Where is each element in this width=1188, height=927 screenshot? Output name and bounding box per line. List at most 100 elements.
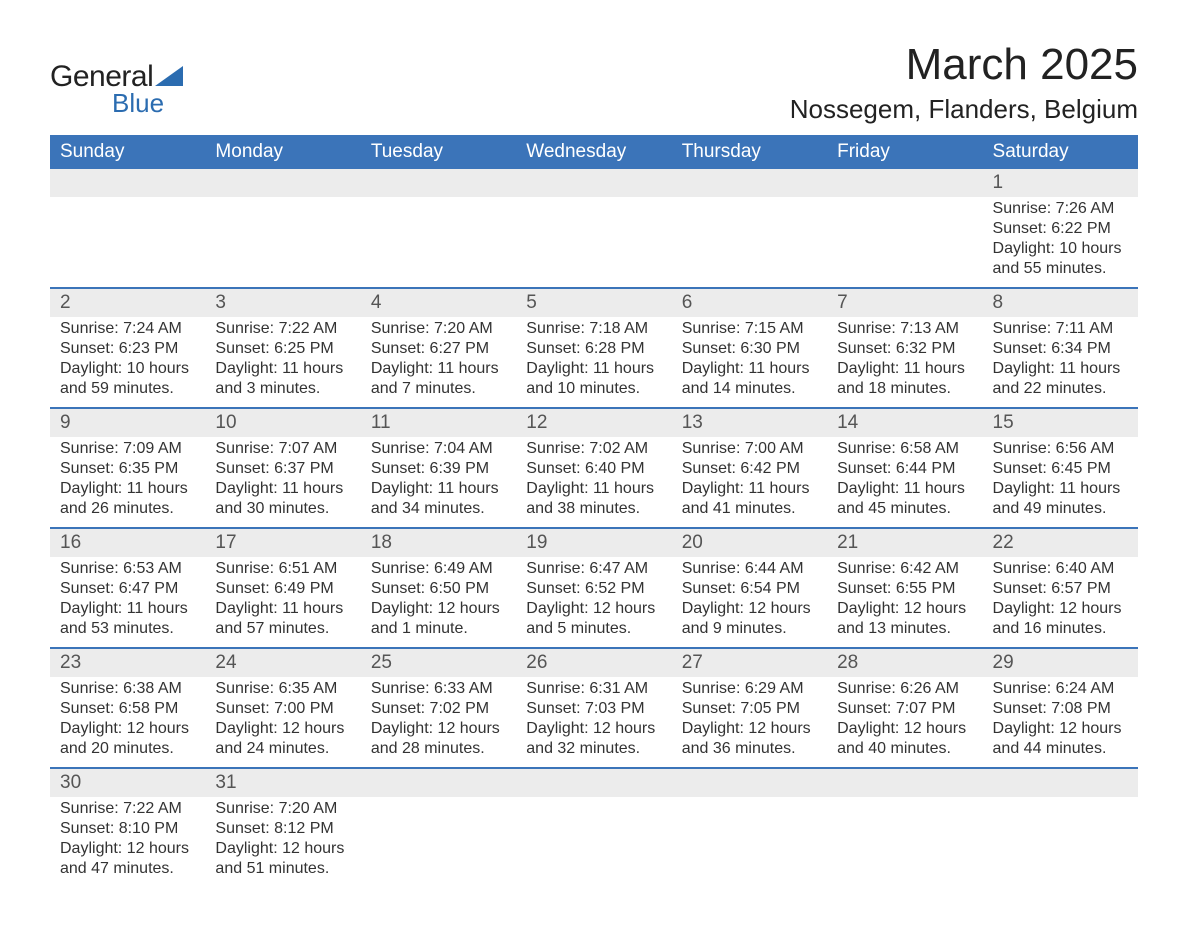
day-number-cell: 27 <box>672 648 827 677</box>
daylight-line: Daylight: 12 hours and 9 minutes. <box>682 599 817 639</box>
daylight-line: Daylight: 11 hours and 3 minutes. <box>215 359 350 399</box>
daylight-line: Daylight: 12 hours and 24 minutes. <box>215 719 350 759</box>
day-number: 23 <box>50 649 205 677</box>
day-number-cell: 12 <box>516 408 671 437</box>
sunrise-line: Sunrise: 7:00 AM <box>682 439 817 459</box>
day-content: Sunrise: 7:24 AMSunset: 6:23 PMDaylight:… <box>50 317 205 407</box>
day-number-cell <box>361 169 516 197</box>
day-number <box>50 169 205 175</box>
day-number <box>516 769 671 775</box>
dayname-sunday: Sunday <box>50 135 205 169</box>
daylight-line: Daylight: 12 hours and 44 minutes. <box>993 719 1128 759</box>
day-number: 26 <box>516 649 671 677</box>
day-content-cell: Sunrise: 7:22 AMSunset: 8:10 PMDaylight:… <box>50 797 205 887</box>
sunset-line: Sunset: 6:57 PM <box>993 579 1128 599</box>
day-number: 21 <box>827 529 982 557</box>
day-content-cell <box>672 797 827 887</box>
day-content-cell: Sunrise: 6:42 AMSunset: 6:55 PMDaylight:… <box>827 557 982 648</box>
day-number: 25 <box>361 649 516 677</box>
sunset-line: Sunset: 6:42 PM <box>682 459 817 479</box>
day-number-cell: 14 <box>827 408 982 437</box>
day-content-cell <box>50 197 205 288</box>
day-content-cell: Sunrise: 6:31 AMSunset: 7:03 PMDaylight:… <box>516 677 671 768</box>
day-number: 13 <box>672 409 827 437</box>
sunrise-line: Sunrise: 6:33 AM <box>371 679 506 699</box>
day-number: 16 <box>50 529 205 557</box>
daylight-line: Daylight: 11 hours and 10 minutes. <box>526 359 661 399</box>
day-number-cell <box>983 768 1138 797</box>
day-number-cell: 24 <box>205 648 360 677</box>
day-content-cell <box>983 797 1138 887</box>
day-content: Sunrise: 6:47 AMSunset: 6:52 PMDaylight:… <box>516 557 671 647</box>
day-content: Sunrise: 7:07 AMSunset: 6:37 PMDaylight:… <box>205 437 360 527</box>
week-daynum-row: 16171819202122 <box>50 528 1138 557</box>
day-content: Sunrise: 6:56 AMSunset: 6:45 PMDaylight:… <box>983 437 1138 527</box>
sunset-line: Sunset: 6:22 PM <box>993 219 1128 239</box>
day-number-cell: 22 <box>983 528 1138 557</box>
day-number-cell <box>205 169 360 197</box>
week-daynum-row: 23242526272829 <box>50 648 1138 677</box>
day-number-cell <box>516 768 671 797</box>
sunrise-line: Sunrise: 7:13 AM <box>837 319 972 339</box>
sunrise-line: Sunrise: 6:42 AM <box>837 559 972 579</box>
sunrise-line: Sunrise: 7:15 AM <box>682 319 817 339</box>
day-content-cell: Sunrise: 6:47 AMSunset: 6:52 PMDaylight:… <box>516 557 671 648</box>
daylight-line: Daylight: 11 hours and 30 minutes. <box>215 479 350 519</box>
day-number: 24 <box>205 649 360 677</box>
day-number: 2 <box>50 289 205 317</box>
daylight-line: Daylight: 12 hours and 32 minutes. <box>526 719 661 759</box>
daylight-line: Daylight: 12 hours and 51 minutes. <box>215 839 350 879</box>
sunrise-line: Sunrise: 6:38 AM <box>60 679 195 699</box>
sunset-line: Sunset: 6:54 PM <box>682 579 817 599</box>
dayname-thursday: Thursday <box>672 135 827 169</box>
sunset-line: Sunset: 6:44 PM <box>837 459 972 479</box>
day-number <box>361 169 516 175</box>
week-content-row: Sunrise: 6:38 AMSunset: 6:58 PMDaylight:… <box>50 677 1138 768</box>
day-number-cell <box>672 768 827 797</box>
day-content <box>827 197 982 277</box>
sunset-line: Sunset: 6:32 PM <box>837 339 972 359</box>
dayname-saturday: Saturday <box>983 135 1138 169</box>
dayname-monday: Monday <box>205 135 360 169</box>
day-number-cell <box>827 768 982 797</box>
day-content: Sunrise: 6:35 AMSunset: 7:00 PMDaylight:… <box>205 677 360 767</box>
day-content: Sunrise: 6:29 AMSunset: 7:05 PMDaylight:… <box>672 677 827 767</box>
day-content: Sunrise: 6:42 AMSunset: 6:55 PMDaylight:… <box>827 557 982 647</box>
sunset-line: Sunset: 6:47 PM <box>60 579 195 599</box>
day-content: Sunrise: 7:04 AMSunset: 6:39 PMDaylight:… <box>361 437 516 527</box>
day-content: Sunrise: 7:22 AMSunset: 6:25 PMDaylight:… <box>205 317 360 407</box>
day-content-cell: Sunrise: 7:20 AMSunset: 8:12 PMDaylight:… <box>205 797 360 887</box>
daylight-line: Daylight: 11 hours and 14 minutes. <box>682 359 817 399</box>
day-number: 27 <box>672 649 827 677</box>
sunset-line: Sunset: 7:02 PM <box>371 699 506 719</box>
sunrise-line: Sunrise: 6:58 AM <box>837 439 972 459</box>
day-number <box>827 169 982 175</box>
daylight-line: Daylight: 12 hours and 36 minutes. <box>682 719 817 759</box>
dayname-friday: Friday <box>827 135 982 169</box>
day-number-cell: 17 <box>205 528 360 557</box>
sunrise-line: Sunrise: 7:26 AM <box>993 199 1128 219</box>
daylight-line: Daylight: 12 hours and 1 minute. <box>371 599 506 639</box>
sunrise-line: Sunrise: 7:02 AM <box>526 439 661 459</box>
daylight-line: Daylight: 11 hours and 49 minutes. <box>993 479 1128 519</box>
day-content <box>672 197 827 277</box>
day-number: 31 <box>205 769 360 797</box>
day-number-cell: 9 <box>50 408 205 437</box>
sunset-line: Sunset: 6:27 PM <box>371 339 506 359</box>
day-content <box>983 797 1138 877</box>
day-content: Sunrise: 7:13 AMSunset: 6:32 PMDaylight:… <box>827 317 982 407</box>
daylight-line: Daylight: 10 hours and 55 minutes. <box>993 239 1128 279</box>
day-number: 9 <box>50 409 205 437</box>
daylight-line: Daylight: 11 hours and 53 minutes. <box>60 599 195 639</box>
sunrise-line: Sunrise: 7:04 AM <box>371 439 506 459</box>
day-number-cell: 21 <box>827 528 982 557</box>
day-content-cell: Sunrise: 7:09 AMSunset: 6:35 PMDaylight:… <box>50 437 205 528</box>
sunrise-line: Sunrise: 7:24 AM <box>60 319 195 339</box>
sunset-line: Sunset: 6:30 PM <box>682 339 817 359</box>
day-content: Sunrise: 7:00 AMSunset: 6:42 PMDaylight:… <box>672 437 827 527</box>
daylight-line: Daylight: 12 hours and 20 minutes. <box>60 719 195 759</box>
day-content-cell: Sunrise: 6:35 AMSunset: 7:00 PMDaylight:… <box>205 677 360 768</box>
day-number: 6 <box>672 289 827 317</box>
day-content-cell <box>672 197 827 288</box>
sunrise-line: Sunrise: 6:51 AM <box>215 559 350 579</box>
